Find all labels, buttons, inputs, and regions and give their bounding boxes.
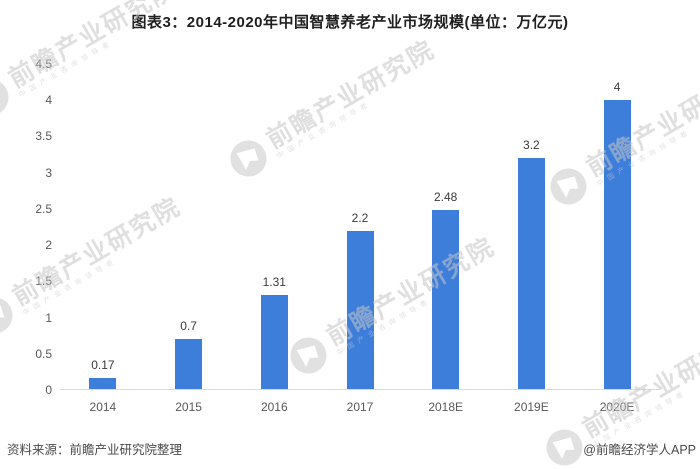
x-axis-label: 2015	[175, 400, 202, 414]
y-axis-tick-label: 1.5	[35, 274, 52, 289]
bar-2019E	[517, 158, 545, 390]
bar-value-label: 1.31	[262, 275, 286, 290]
y-axis-tick-label: 2.5	[35, 201, 52, 216]
y-axis-tick-label: 2	[45, 238, 52, 253]
y-axis-tick-label: 1	[45, 310, 52, 325]
bar-2020E	[603, 100, 631, 390]
x-axis-label: 2016	[260, 400, 288, 414]
bar-value-label: 2.48	[434, 190, 458, 205]
chart-title: 图表3：2014-2020年中国智慧养老产业市场规模(单位：万亿元)	[131, 14, 569, 31]
bar-value-label: 0.7	[180, 319, 197, 334]
bar-2017	[346, 230, 374, 390]
plot-area: 0.17 2014 0.7 2015 1.31 2016 2.2 2017 2.48 2018E 3…	[60, 64, 660, 414]
x-axis-label: 2017	[346, 400, 374, 414]
y-axis-tick-label: 0.5	[35, 346, 52, 361]
bar-value-label: 3.2	[523, 138, 540, 153]
y-axis-tick-label: 4.5	[35, 57, 52, 71]
y-axis-tick-label: 4	[45, 93, 52, 108]
x-axis-label: 2014	[89, 400, 117, 414]
x-axis-label: 2020E	[599, 400, 635, 414]
bar-2018E	[432, 210, 460, 390]
bar-value-label: 0.17	[91, 357, 115, 372]
source-note: 资料来源：前瞻产业研究院整理	[7, 443, 183, 457]
y-axis-tick-label: 3.5	[35, 129, 52, 144]
x-axis-label: 2019E	[514, 400, 549, 414]
bar-value-label: 2.2	[351, 210, 369, 225]
credit-note: @前瞻经济学人APP	[583, 443, 696, 457]
y-axis-tick-label: 3	[45, 165, 52, 180]
x-axis-label: 2018E	[428, 400, 464, 414]
bar-2016	[260, 295, 288, 390]
x-axis-line	[60, 389, 660, 390]
y-axis-tick-label: 0	[45, 383, 52, 397]
bar-2014	[89, 377, 117, 390]
bar-2015	[175, 339, 203, 390]
bar-value-label: 4	[613, 80, 621, 95]
y-axis: 0 0.5 1 1.5 2 2.5 3 3.5 4 4.5	[0, 57, 52, 397]
